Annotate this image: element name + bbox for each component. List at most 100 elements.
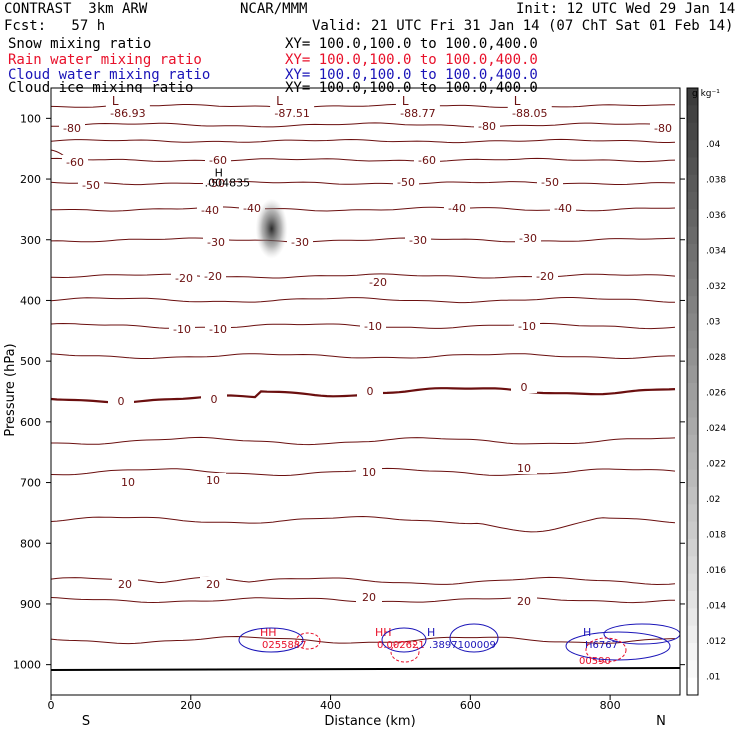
plot-area: -80 -80 -80-60 -60 -60-50 -50 -50 -50-40 -40 -40-…	[50, 93, 681, 671]
cloud-water-contour	[565, 631, 671, 661]
contour-label-bg	[115, 475, 141, 488]
colorbar-swatch	[687, 590, 698, 609]
contour-label-bg	[356, 590, 382, 603]
contour-label: -50	[541, 176, 559, 189]
surface-max-value: H6767	[585, 640, 618, 651]
surface-max-mark: H	[427, 626, 435, 639]
contour-label: 0	[521, 381, 528, 394]
colorbar-swatch	[687, 157, 698, 176]
colorbar-swatch	[687, 504, 698, 523]
contour-label: -20	[175, 272, 193, 285]
contour-label-bg	[201, 392, 227, 405]
minimum-mark: L	[276, 94, 283, 108]
contour-label: -30	[291, 236, 309, 249]
contour-label-bg	[239, 201, 265, 214]
isotherm-contour	[50, 122, 676, 128]
colorbar-swatch	[687, 122, 698, 141]
colorbar-label: .038	[706, 176, 726, 186]
contour-label-bg	[515, 231, 541, 244]
contour-label: -40	[243, 202, 261, 215]
colorbar-label: .04	[706, 140, 721, 150]
isotherm-contour	[51, 436, 676, 446]
colorbar-label: .026	[706, 389, 726, 399]
rain-water-contour	[390, 641, 420, 663]
contour-label-bg	[650, 121, 676, 134]
colorbar-swatch	[687, 625, 698, 644]
colorbar-swatch	[687, 417, 698, 436]
x-tick-label: 600	[460, 699, 481, 712]
contour-label-bg	[537, 175, 563, 188]
surface-max-value: 00590	[579, 656, 611, 667]
organization-label: NCAR/MMM	[240, 1, 308, 17]
contour-label-bg	[511, 461, 537, 474]
contour-label: -40	[448, 202, 466, 215]
contour-label: 20	[118, 578, 132, 591]
isotherm-contour	[50, 237, 676, 243]
isotherm-contour	[50, 635, 676, 645]
surface-max-value: 0.002621	[377, 640, 425, 651]
isotherm-contour	[50, 353, 675, 359]
isotherm-contour	[50, 273, 676, 279]
snow-max-value: .004835	[205, 177, 251, 190]
contour-label-bg	[414, 153, 440, 166]
colorbar-swatch	[687, 105, 698, 124]
x-tick-label: 400	[320, 699, 341, 712]
contour-label: 0	[118, 395, 125, 408]
minimum-mark: L	[112, 94, 119, 108]
contour-label-bg	[511, 594, 537, 607]
minimum-bg	[105, 93, 150, 117]
colorbar-label: .036	[706, 211, 726, 221]
colorbar-swatch	[687, 209, 698, 228]
contour-label-bg	[59, 121, 85, 134]
contour-label-bg	[550, 201, 576, 214]
colorbar-label: .014	[706, 602, 726, 612]
contour-label-bg	[532, 269, 558, 282]
colorbar-label: .032	[706, 282, 726, 292]
contour-label: -80	[63, 122, 81, 135]
colorbar-swatch	[687, 573, 698, 592]
isotherm-contour	[50, 138, 676, 144]
minimum-value: -88.05	[512, 107, 547, 120]
y-tick-label: 700	[20, 477, 41, 490]
contour-label: 0	[211, 393, 218, 406]
y-tick-label: 600	[20, 416, 41, 429]
contour-label-bg	[205, 322, 231, 335]
y-tick-label: 400	[20, 294, 41, 307]
colorbar-swatch	[687, 677, 698, 696]
colorbar-label: .024	[706, 424, 726, 434]
colorbar-swatch	[687, 296, 698, 314]
cloud-water-contour	[381, 627, 427, 653]
colorbar-swatch	[687, 192, 698, 210]
snow-field-name: Snow mixing ratio	[8, 36, 152, 52]
contour-label: -10	[364, 320, 382, 333]
y-axis-title: Pressure (hPa)	[3, 343, 18, 436]
x-tick-label: 800	[600, 699, 621, 712]
contour-label: -50	[82, 179, 100, 192]
contour-label-bg	[200, 473, 226, 486]
contour-label: -60	[66, 156, 84, 169]
surface-max-value: 0255887	[262, 640, 307, 651]
contour-label: -60	[418, 154, 436, 167]
contour-label: -10	[518, 320, 536, 333]
minimum-bg	[395, 93, 440, 117]
contour-label: -20	[536, 270, 554, 283]
cloud-water-contour	[449, 623, 499, 653]
contour-label-bg	[169, 322, 195, 335]
contour-label-bg	[197, 203, 223, 216]
colorbar-swatch	[687, 330, 698, 349]
colorbar-swatch	[687, 642, 698, 661]
x-tick-label: 0	[48, 699, 55, 712]
contour-label: -30	[207, 236, 225, 249]
minimum-bg	[270, 93, 315, 117]
colorbar-label: .016	[706, 566, 726, 576]
colorbar-swatch	[687, 244, 698, 262]
contour-label: -10	[173, 323, 191, 336]
contour-label-bg	[365, 275, 391, 288]
colorbar-swatch	[687, 660, 698, 679]
valid-time: Valid: 21 UTC Fri 31 Jan 14 (07 ChT Sat …	[312, 18, 734, 34]
cloud-water-contour	[238, 627, 304, 653]
contour-label: -30	[409, 234, 427, 247]
plot-frame	[50, 87, 681, 696]
colorbar-label: .034	[706, 247, 726, 257]
